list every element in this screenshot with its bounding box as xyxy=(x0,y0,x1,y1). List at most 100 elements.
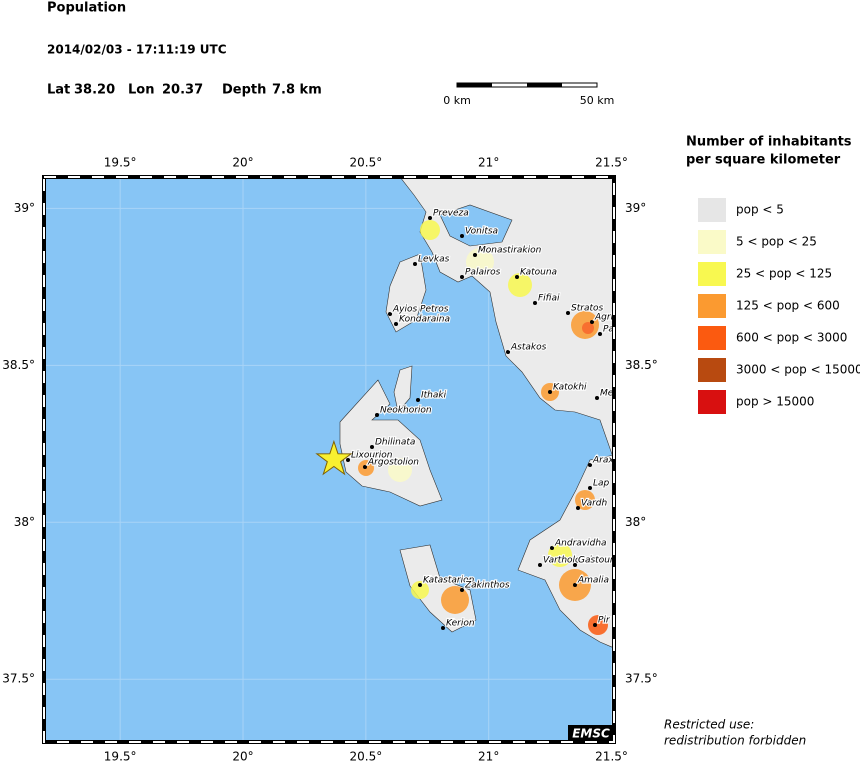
y-tick-label: 37.5° xyxy=(2,672,35,686)
town-dot xyxy=(460,588,464,592)
town-dot xyxy=(576,506,580,510)
town-dot xyxy=(566,311,570,315)
town-dot xyxy=(473,253,477,257)
scale-start: 0 km xyxy=(443,94,471,107)
legend-swatch xyxy=(698,262,726,286)
x-tick-label: 19.5° xyxy=(104,750,137,763)
town-dot xyxy=(538,563,542,567)
town-dot xyxy=(588,486,592,490)
y-tick-label: 38° xyxy=(14,515,35,529)
town-label: Astakos xyxy=(510,343,547,353)
town-label: Kerion xyxy=(446,619,475,629)
scale-bar xyxy=(456,82,598,88)
town-dot xyxy=(413,262,417,266)
legend-swatch xyxy=(698,198,726,222)
legend-label: pop < 5 xyxy=(736,203,784,217)
lon-value: 20.37 xyxy=(162,83,203,98)
town-label: Vonitsa xyxy=(465,227,498,237)
legend-label: pop > 15000 xyxy=(736,395,814,409)
legend-label: 5 < pop < 25 xyxy=(736,235,817,249)
town-dot xyxy=(394,322,398,326)
town-label: Ithaki xyxy=(421,391,447,401)
y-tick-label: 38.5° xyxy=(625,358,658,372)
town-label: Arax xyxy=(592,456,614,466)
town-dot xyxy=(388,312,392,316)
x-tick-label: 20.5° xyxy=(349,156,382,170)
town-label: Agri xyxy=(594,313,614,323)
town-label: Dhilinata xyxy=(375,438,415,448)
map: Preveza Vonitsa Monastirakion Levkas Palairo… xyxy=(44,177,619,742)
town-label: Stratos xyxy=(571,304,603,314)
badge: EMSC xyxy=(572,727,610,741)
town-dot xyxy=(598,332,602,336)
legend-swatch xyxy=(698,326,726,350)
town-label: Lixourion xyxy=(351,451,393,461)
town-dot xyxy=(416,398,420,402)
town-label: Neokhorion xyxy=(380,406,432,416)
town-dot xyxy=(418,583,422,587)
town-dot xyxy=(375,413,379,417)
x-tick-label: 20° xyxy=(232,750,253,763)
town-dot xyxy=(595,396,599,400)
town-dot xyxy=(573,583,577,587)
town-label: Vardh xyxy=(581,499,608,509)
town-label: Levkas xyxy=(418,255,450,265)
town-label: Fifiai xyxy=(538,294,560,304)
depth-label: Depth xyxy=(222,83,266,98)
town-label: Amalia xyxy=(577,576,609,586)
x-tick-label: 21.5° xyxy=(595,750,628,763)
legend-swatch xyxy=(698,358,726,382)
town-dot xyxy=(588,463,592,467)
y-tick-label: 39° xyxy=(14,201,35,215)
legend-label: 600 < pop < 3000 xyxy=(736,331,847,345)
town-label: Monastirakion xyxy=(478,246,542,256)
town-label: Me xyxy=(600,389,614,399)
town-label: Lap xyxy=(593,479,610,489)
x-tick-label: 20° xyxy=(232,156,253,170)
legend-swatch xyxy=(698,230,726,254)
town-dot xyxy=(548,390,552,394)
town-label: Andravidha xyxy=(554,539,607,549)
town-dot xyxy=(346,458,350,462)
town-dot xyxy=(573,563,577,567)
town-label: Argostolion xyxy=(367,458,419,468)
x-tick-label: 21° xyxy=(478,156,499,170)
town-dot xyxy=(460,234,464,238)
town-dot xyxy=(363,465,367,469)
title: Population xyxy=(47,1,126,16)
legend-label: 3000 < pop < 15000 xyxy=(736,363,860,377)
epicenter xyxy=(315,439,353,476)
legend-label: 25 < pop < 125 xyxy=(736,267,832,281)
town-label: Pa xyxy=(603,325,614,335)
lat-value: 38.20 xyxy=(74,83,115,98)
legend-label: 125 < pop < 600 xyxy=(736,299,840,313)
depth-value: 7.8 km xyxy=(272,83,322,98)
legend-title: per square kilometer xyxy=(686,153,841,168)
y-tick-label: 38.5° xyxy=(2,358,35,372)
town-dot xyxy=(593,623,597,627)
datetime: 2014/02/03 - 17:11:19 UTC xyxy=(47,43,227,57)
town-label: Vartholomion xyxy=(543,556,603,566)
footnote: redistribution forbidden xyxy=(664,734,806,748)
town-dot xyxy=(533,301,537,305)
lat-label: Lat xyxy=(47,83,70,98)
town-label: Gastouni xyxy=(578,556,619,566)
town-dot xyxy=(370,445,374,449)
town-dot xyxy=(550,546,554,550)
town-label: Preveza xyxy=(433,209,469,219)
legend-swatch xyxy=(698,294,726,318)
x-tick-label: 19.5° xyxy=(104,156,137,170)
town-label: Katastarion xyxy=(423,576,475,586)
town-label: Kondaraina xyxy=(399,315,450,325)
legend-swatch xyxy=(698,390,726,414)
town-dot xyxy=(515,275,519,279)
y-tick-label: 37.5° xyxy=(625,672,658,686)
town-dot xyxy=(441,626,445,630)
town-dot xyxy=(428,216,432,220)
legend-title: Number of inhabitants xyxy=(686,135,852,150)
lon-label: Lon xyxy=(128,83,154,98)
town-label: Ayios Petros xyxy=(392,305,449,315)
town-label: Katouna xyxy=(520,268,557,278)
scale-end: 50 km xyxy=(580,94,615,107)
